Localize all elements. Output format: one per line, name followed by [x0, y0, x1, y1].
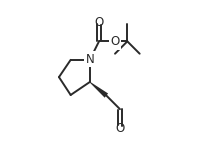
Text: O: O	[110, 36, 120, 48]
Polygon shape	[89, 82, 108, 98]
Text: O: O	[115, 122, 125, 135]
Text: O: O	[94, 16, 104, 29]
Text: N: N	[85, 53, 94, 66]
